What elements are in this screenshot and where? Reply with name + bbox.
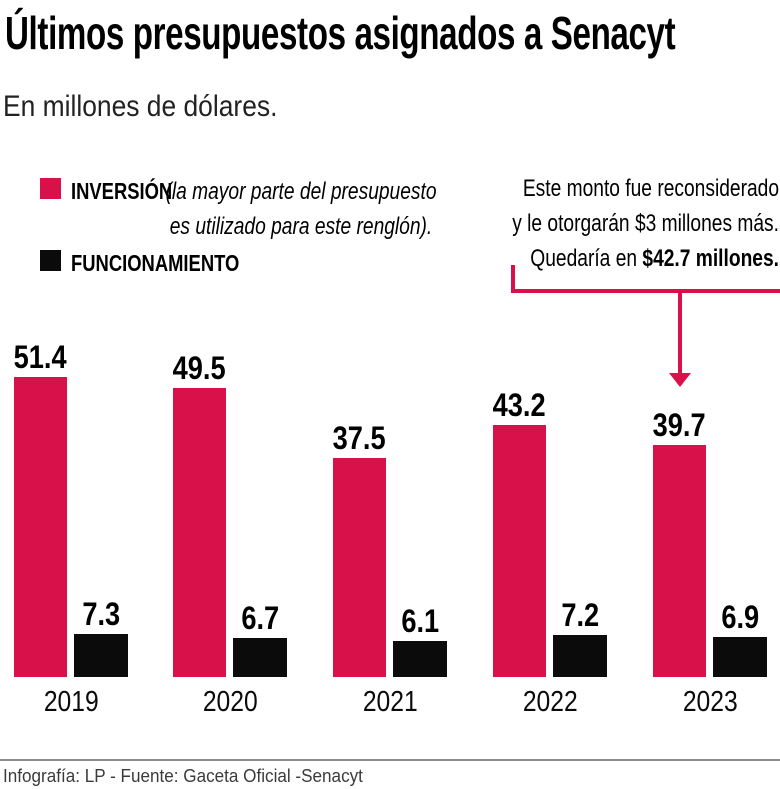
funcionamiento-swatch: [40, 250, 61, 271]
inversion-value-label: 37.5: [333, 420, 386, 456]
funcionamiento-bar: [713, 637, 767, 677]
chart-subtitle: En millones de dólares.: [3, 90, 278, 123]
annotation-bracket-left-stub: [511, 265, 515, 293]
legend-note-line2: es utilizado para este renglón).: [169, 213, 433, 240]
year-label: 2020: [202, 686, 258, 718]
legend-label-funcionamiento: FUNCIONAMIENTO: [71, 250, 240, 276]
funcionamiento-value-label: 7.2: [561, 597, 599, 633]
annotation-line1: Este monto fue reconsiderado: [522, 175, 779, 202]
inversion-value-label: 43.2: [493, 387, 546, 423]
funcionamiento-bar: [233, 638, 287, 677]
inversion-value-label: 49.5: [173, 350, 226, 386]
funcionamiento-bar: [393, 641, 447, 677]
annotation-arrow-down-icon: [669, 373, 691, 387]
funcionamiento-bar: [74, 634, 128, 677]
source-credit: Infografía: LP - Fuente: Gaceta Oficial …: [3, 766, 363, 786]
funcionamiento-value-label: 6.9: [721, 599, 759, 635]
funcionamiento-value-label: 6.7: [241, 600, 279, 636]
year-label: 2023: [682, 686, 738, 718]
inversion-bar: [173, 388, 226, 677]
year-label: 2021: [362, 686, 418, 718]
annotation-arrow-shaft: [678, 291, 682, 373]
annotation-line3: Quedaría en $42.7 millones.: [530, 245, 779, 272]
inversion-bar: [333, 458, 386, 677]
funcionamiento-value-label: 7.3: [82, 596, 120, 632]
funcionamiento-bar: [553, 635, 607, 677]
inversion-bar: [493, 425, 546, 677]
inversion-value-label: 51.4: [14, 339, 67, 375]
annotation-line2: y le otorgarán $3 millones más.: [512, 210, 779, 237]
legend-note-inversion: (la mayor parte del presupuesto es utili…: [161, 174, 441, 244]
annotation-amount: $42.7 millones.: [642, 245, 779, 272]
year-label: 2022: [522, 686, 578, 718]
page-title: Últimos presupuestos asignados a Senacyt: [5, 7, 676, 59]
funcionamiento-value-label: 6.1: [401, 603, 439, 639]
inversion-bar: [14, 377, 67, 677]
inversion-swatch: [40, 178, 61, 199]
inversion-value-label: 39.7: [653, 407, 706, 443]
legend-note-line1: (la mayor parte del presupuesto: [165, 178, 437, 205]
annotation-bracket-line: [511, 289, 780, 293]
legend-label-inversion: INVERSIÓN: [71, 178, 173, 204]
year-label: 2019: [43, 686, 99, 718]
annotation-text: Este monto fue reconsiderado y le otorga…: [459, 171, 779, 276]
inversion-bar: [653, 445, 706, 677]
footer-divider: [0, 759, 780, 761]
